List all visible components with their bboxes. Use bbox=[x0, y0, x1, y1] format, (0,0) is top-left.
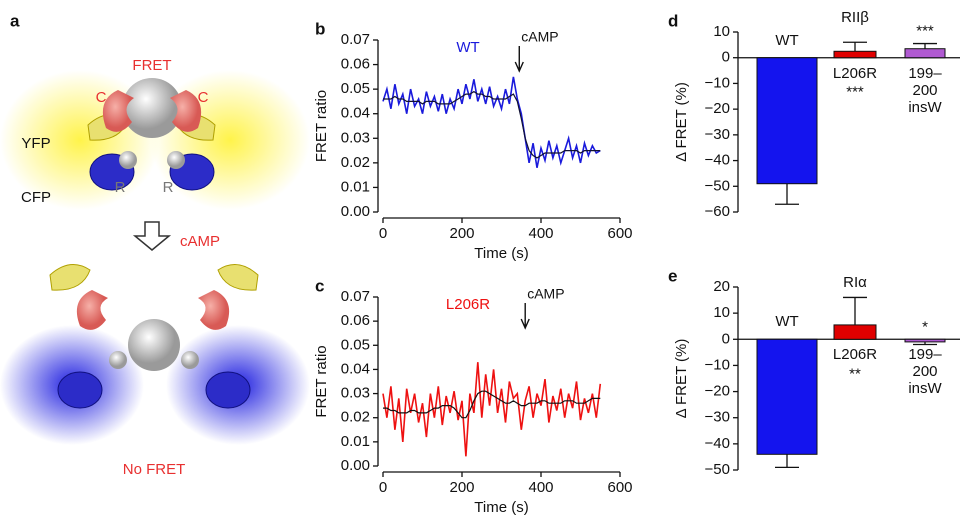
significance: *** bbox=[846, 84, 864, 101]
diagram-label: FRET bbox=[132, 57, 171, 74]
y-tick-label: −20 bbox=[705, 100, 730, 117]
bar bbox=[833, 324, 877, 340]
annotation-arrow bbox=[514, 46, 524, 73]
series-line bbox=[382, 362, 602, 457]
x-tick-label: 400 bbox=[528, 225, 553, 242]
diagram-art bbox=[0, 70, 310, 445]
y-tick-label: −40 bbox=[705, 152, 730, 169]
y-tick-label: 0.07 bbox=[341, 288, 370, 305]
y-tick-label: 0.06 bbox=[341, 56, 370, 73]
bar bbox=[904, 338, 946, 343]
y-axis-label: FRET ratio bbox=[313, 345, 330, 417]
y-tick-label: −30 bbox=[705, 409, 730, 426]
y-tick-label: −50 bbox=[705, 461, 730, 478]
series-line bbox=[383, 90, 601, 159]
diagram-label: C bbox=[198, 89, 209, 106]
series-line bbox=[383, 390, 601, 419]
y-tick-label: 0.05 bbox=[341, 336, 370, 353]
y-tick-label: 10 bbox=[713, 304, 730, 321]
x-axis-label: Time (s) bbox=[474, 499, 528, 516]
panel-label: c bbox=[315, 276, 324, 295]
bar bbox=[904, 48, 946, 59]
y-tick-label: 0.01 bbox=[341, 178, 370, 195]
y-tick-label: −10 bbox=[705, 74, 730, 91]
annotation: cAMP bbox=[527, 286, 564, 302]
y-tick-label: 0.04 bbox=[341, 105, 370, 122]
y-tick-label: −10 bbox=[705, 356, 730, 373]
significance: ** bbox=[849, 365, 861, 382]
y-tick-label: 20 bbox=[713, 278, 730, 295]
diagram-label: CFP bbox=[21, 189, 51, 206]
y-tick-label: 0.02 bbox=[341, 154, 370, 171]
y-tick-label: 0.01 bbox=[341, 433, 370, 450]
y-tick-label: −20 bbox=[705, 383, 730, 400]
diagram-label: YFP bbox=[21, 135, 50, 152]
y-tick-label: 0.07 bbox=[341, 31, 370, 48]
bar bbox=[833, 50, 877, 59]
category-label: WT bbox=[775, 31, 799, 49]
category-label: 199–200 insW bbox=[908, 346, 942, 398]
diagram-label: cAMP bbox=[180, 233, 220, 250]
y-tick-label: 0.00 bbox=[341, 203, 370, 220]
panel-label: e bbox=[668, 266, 677, 285]
annotation-arrow bbox=[520, 303, 530, 330]
significance: * bbox=[922, 318, 928, 335]
y-axis-label: FRET ratio bbox=[313, 90, 330, 162]
y-tick-label: 0 bbox=[722, 330, 730, 347]
category-label: WT bbox=[775, 313, 799, 331]
diagram-label: R bbox=[115, 179, 126, 196]
y-tick-label: 0.02 bbox=[341, 409, 370, 426]
chart-title: RIα bbox=[843, 274, 867, 291]
y-tick-label: 10 bbox=[713, 23, 730, 40]
y-axis-label: Δ FRET (%) bbox=[673, 339, 690, 419]
diagram-label: C bbox=[96, 89, 107, 106]
panel-label: a bbox=[10, 11, 20, 30]
series-label: WT bbox=[456, 39, 479, 56]
series-line bbox=[382, 76, 601, 168]
y-tick-label: 0.06 bbox=[341, 312, 370, 329]
y-tick-label: 0 bbox=[722, 49, 730, 66]
y-tick-label: 0.00 bbox=[341, 457, 370, 474]
y-tick-label: −40 bbox=[705, 435, 730, 452]
x-tick-label: 600 bbox=[607, 225, 632, 242]
y-tick-label: −50 bbox=[705, 177, 730, 194]
y-tick-label: 0.03 bbox=[341, 385, 370, 402]
y-tick-label: 0.04 bbox=[341, 360, 370, 377]
y-tick-label: 0.05 bbox=[341, 80, 370, 97]
panel-label: b bbox=[315, 19, 325, 38]
series-label: L206R bbox=[446, 296, 490, 313]
bar bbox=[756, 338, 818, 455]
panel-label: d bbox=[668, 11, 678, 30]
x-axis-label: Time (s) bbox=[474, 245, 528, 262]
diagram-label: R bbox=[163, 179, 174, 196]
annotation: cAMP bbox=[521, 29, 558, 45]
x-tick-label: 600 bbox=[607, 479, 632, 496]
significance: *** bbox=[916, 23, 934, 40]
category-label: L206R bbox=[832, 64, 878, 82]
x-tick-label: 0 bbox=[379, 479, 387, 496]
bar bbox=[756, 57, 818, 185]
x-tick-label: 400 bbox=[528, 479, 553, 496]
chart-title: RIIβ bbox=[841, 9, 869, 26]
category-label: L206R bbox=[832, 346, 878, 364]
y-axis-label: Δ FRET (%) bbox=[673, 82, 690, 162]
y-tick-label: −30 bbox=[705, 126, 730, 143]
y-tick-label: −60 bbox=[705, 203, 730, 220]
diagram-label: No FRET bbox=[123, 461, 186, 478]
x-tick-label: 200 bbox=[449, 479, 474, 496]
x-tick-label: 0 bbox=[379, 225, 387, 242]
y-tick-label: 0.03 bbox=[341, 129, 370, 146]
x-tick-label: 200 bbox=[449, 225, 474, 242]
category-label: 199–200 insW bbox=[908, 64, 942, 116]
